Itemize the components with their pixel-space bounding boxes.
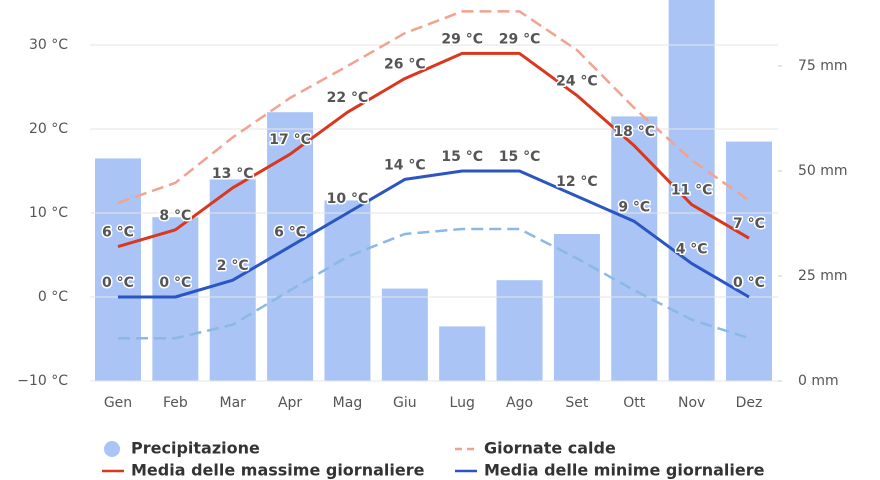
- bar: [152, 217, 199, 381]
- data-label: 24 °C: [556, 73, 598, 89]
- data-label: 12 °C: [556, 174, 598, 190]
- data-label: 18 °C: [613, 124, 655, 140]
- line: [118, 169, 750, 299]
- y-tick-label: −10 °C: [17, 373, 68, 389]
- data-label: 6 °C: [102, 225, 134, 241]
- data-label: 11 °C: [671, 183, 713, 199]
- y-tick-label: 20 °C: [29, 121, 68, 137]
- data-label: 29 °C: [441, 31, 483, 47]
- y-tick-label: 30 °C: [29, 37, 68, 53]
- bar: [726, 141, 772, 381]
- data-label: 17 °C: [269, 132, 311, 148]
- data-label: 29 °C: [499, 31, 541, 47]
- y-tick-label: 10 °C: [29, 205, 68, 221]
- data-label: 2 °C: [217, 258, 249, 274]
- data-label: 7 °C: [733, 216, 765, 232]
- y-tick-label: 0 °C: [38, 289, 68, 305]
- data-label: 14 °C: [384, 157, 426, 173]
- legend-swatch: [104, 441, 120, 457]
- data-label: 4 °C: [676, 241, 708, 257]
- bar: [381, 288, 428, 381]
- y2-tick-label: 75 mm: [798, 58, 848, 74]
- bar: [496, 280, 543, 381]
- x-tick-label: Apr: [278, 395, 302, 411]
- line: [117, 51, 750, 249]
- data-label: 0 °C: [102, 275, 134, 291]
- data-label: 22 °C: [327, 90, 369, 106]
- x-tick-label: Dez: [736, 395, 763, 411]
- legend-label: Media delle minime giornaliere: [484, 461, 765, 480]
- data-label: 13 °C: [212, 166, 254, 182]
- bar: [324, 200, 371, 381]
- legend-label: Media delle massime giornaliere: [131, 461, 425, 480]
- y2-tick-label: 50 mm: [798, 163, 848, 179]
- y2-tick-label: 0 mm: [798, 373, 839, 389]
- bar: [95, 158, 141, 381]
- data-label: 9 °C: [618, 199, 650, 215]
- legend-label: Giornate calde: [484, 439, 616, 458]
- x-tick-label: Gen: [104, 395, 132, 411]
- bar: [553, 234, 600, 381]
- x-tick-label: Giu: [393, 395, 417, 411]
- bar: [439, 326, 486, 381]
- data-label: 15 °C: [441, 149, 483, 165]
- x-tick-label: Mar: [220, 395, 247, 411]
- bar: [611, 116, 658, 381]
- data-label: 8 °C: [159, 208, 191, 224]
- data-label: 0 °C: [159, 275, 191, 291]
- data-label: 0 °C: [733, 275, 765, 291]
- data-label: 10 °C: [327, 191, 369, 207]
- x-tick-label: Feb: [163, 395, 188, 411]
- data-label: 26 °C: [384, 57, 426, 73]
- x-tick-label: Ott: [623, 395, 646, 411]
- x-tick-label: Set: [565, 395, 589, 411]
- y2-tick-label: 25 mm: [798, 268, 848, 284]
- x-tick-label: Nov: [678, 395, 705, 411]
- x-tick-label: Mag: [333, 395, 363, 411]
- x-tick-label: Ago: [506, 395, 533, 411]
- x-tick-label: Lug: [450, 395, 475, 411]
- line: [117, 10, 750, 205]
- legend-label: Precipitazione: [131, 439, 260, 458]
- data-label: 6 °C: [274, 225, 306, 241]
- line: [118, 227, 750, 340]
- data-label: 15 °C: [499, 149, 541, 165]
